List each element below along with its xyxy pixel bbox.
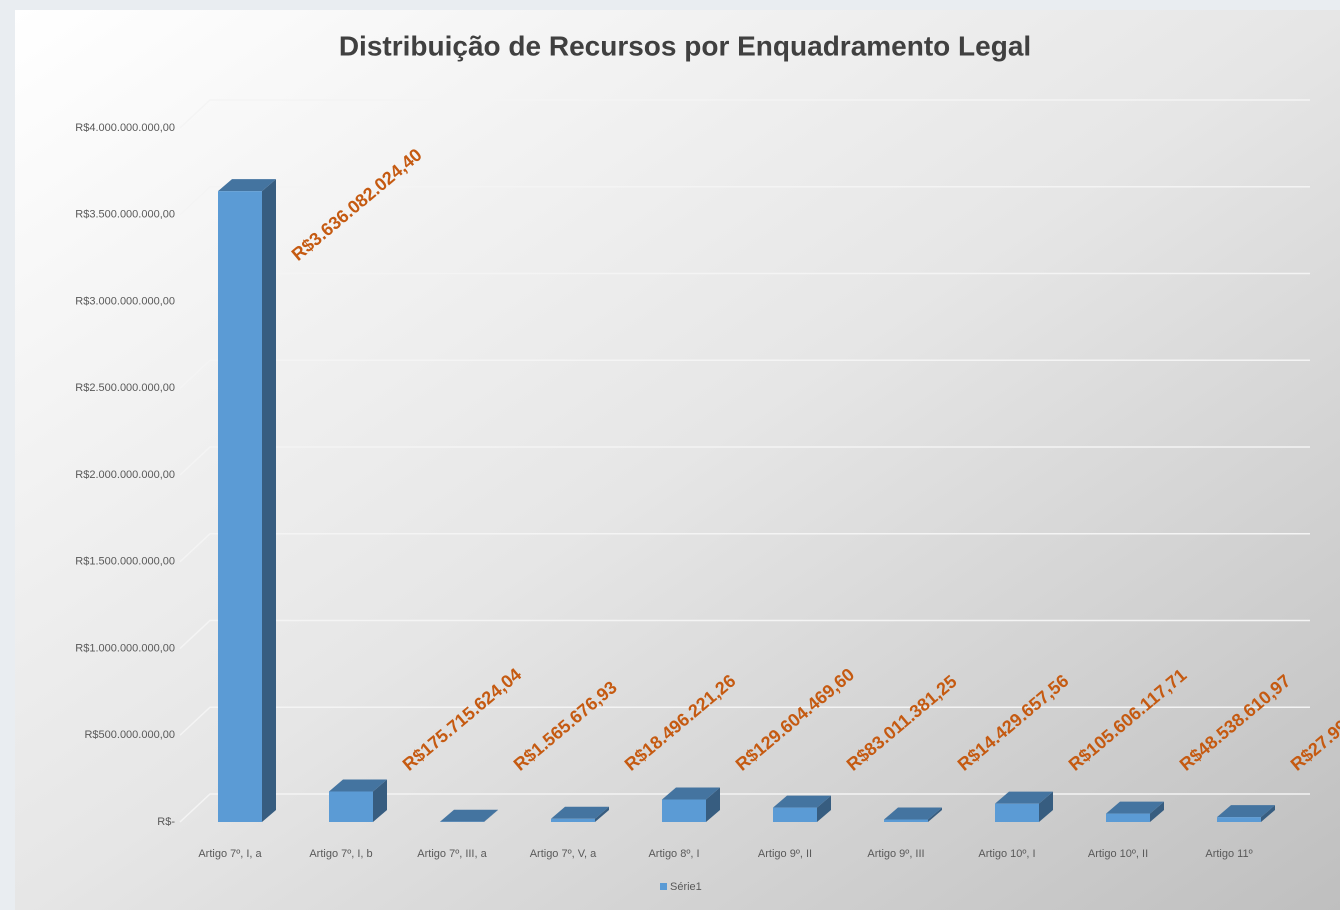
grid-line — [179, 272, 1310, 303]
grid-line — [179, 619, 1310, 650]
bar — [773, 807, 817, 822]
grid-line — [179, 446, 1310, 476]
bar — [884, 819, 928, 822]
bar-side — [262, 179, 276, 822]
bar-top — [1217, 805, 1275, 818]
chart-background — [15, 10, 1340, 910]
bar-top — [329, 779, 387, 792]
bar-side — [706, 787, 720, 822]
bar-top — [884, 807, 942, 820]
y-tick-label: R$2.500.000.000,00 — [75, 382, 175, 394]
legend-swatch — [660, 883, 667, 890]
bar-side — [1039, 791, 1053, 822]
x-tick-label: Artigo 11º — [1205, 848, 1252, 860]
bar-top — [995, 791, 1053, 804]
legend-label: Série1 — [670, 881, 702, 893]
bar-top — [551, 806, 609, 819]
bar — [1217, 817, 1261, 822]
x-tick-label: Artigo 7º, I, b — [309, 848, 372, 860]
bar-top — [440, 809, 498, 822]
bar — [995, 803, 1039, 822]
x-tick-label: Artigo 7º, V, a — [530, 848, 597, 860]
y-tick-label: R$2.000.000.000,00 — [75, 469, 175, 481]
bar — [1106, 813, 1150, 822]
grid-line — [179, 359, 1310, 389]
x-tick-label: Artigo 10º, II — [1088, 848, 1148, 860]
y-tick-label: R$3.500.000.000,00 — [75, 209, 175, 221]
chart-title: Distribuição de Recursos por Enquadramen… — [339, 30, 1031, 61]
y-tick-label: R$3.000.000.000,00 — [75, 295, 175, 307]
bar-side — [595, 806, 609, 822]
y-tick-label: R$- — [157, 816, 175, 828]
bar-side — [817, 795, 831, 822]
bar-top — [218, 179, 276, 192]
bar-top — [773, 795, 831, 808]
x-tick-label: Artigo 7º, III, a — [417, 848, 487, 860]
bar — [662, 799, 706, 822]
grid-line — [179, 99, 1310, 129]
y-tick-label: R$1.000.000.000,00 — [75, 642, 175, 654]
bar — [329, 791, 373, 822]
bar-side — [1150, 801, 1164, 822]
grid-line — [179, 533, 1310, 563]
bar — [551, 818, 595, 822]
y-tick-label: R$1.500.000.000,00 — [75, 556, 175, 568]
bar-side — [484, 809, 498, 822]
grid-line — [179, 706, 1310, 736]
x-tick-label: Artigo 9º, II — [758, 848, 812, 860]
grid-line — [179, 793, 1310, 823]
x-tick-label: Artigo 7º, I, a — [198, 848, 262, 860]
bar-side — [928, 807, 942, 822]
x-tick-label: Artigo 8º, I — [648, 848, 699, 860]
x-tick-label: Artigo 10º, I — [978, 848, 1035, 860]
x-tick-label: Artigo 9º, III — [867, 848, 924, 860]
bar-top — [662, 787, 720, 800]
bar — [218, 191, 262, 822]
grid-line — [179, 186, 1310, 216]
bar-side — [373, 779, 387, 822]
bar-top — [1106, 801, 1164, 814]
bar-side — [1261, 805, 1275, 822]
y-tick-label: R$4.000.000.000,00 — [75, 122, 175, 134]
y-tick-label: R$500.000.000,00 — [84, 729, 175, 741]
